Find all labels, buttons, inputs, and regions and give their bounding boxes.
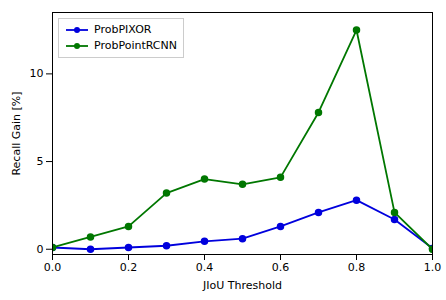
svg-text:1.0: 1.0 [424,261,442,274]
svg-text:0.6: 0.6 [272,261,290,274]
svg-text:0.4: 0.4 [196,261,214,274]
svg-text:0: 0 [37,243,44,256]
svg-text:0.2: 0.2 [120,261,138,274]
svg-text:5: 5 [37,155,44,168]
svg-text:JIoU Threshold: JIoU Threshold [202,279,282,292]
svg-text:0.0: 0.0 [44,261,62,274]
svg-text:Recall Gain [%]: Recall Gain [%] [10,91,23,175]
svg-text:0.8: 0.8 [348,261,366,274]
html-text:ProbPIXOR: ProbPIXOR [94,23,152,36]
html-text:ProbPointRCNN: ProbPointRCNN [94,39,177,52]
svg-text:10: 10 [30,67,44,80]
